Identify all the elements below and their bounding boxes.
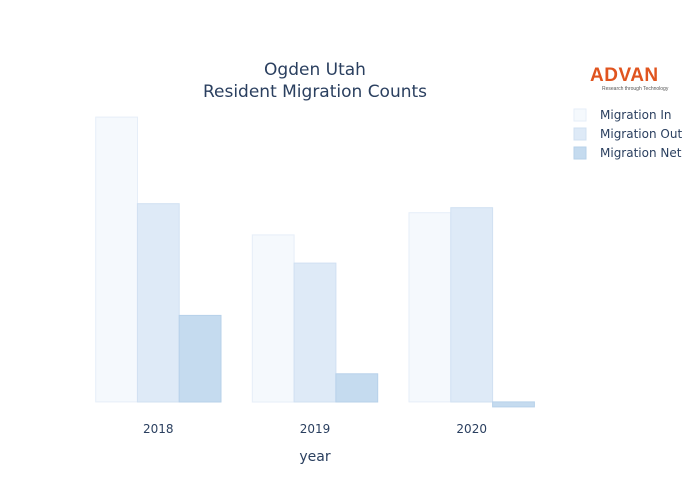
legend-label-migration-out[interactable]: Migration Out	[600, 127, 682, 141]
bar-migration-out-2020	[450, 207, 494, 403]
legend-label-migration-net[interactable]: Migration Net	[600, 146, 682, 160]
x-ticks: 2018 2019 2020	[143, 422, 487, 436]
bar-migration-out-2018	[136, 203, 180, 403]
bar-migration-net-2020	[492, 401, 535, 408]
x-tick-label: 2020	[456, 422, 487, 436]
bar-migration-net-2018	[178, 314, 222, 403]
legend: Migration In Migration Out Migration Net	[573, 108, 682, 160]
bar-migration-out-2019	[293, 262, 337, 403]
x-axis-title: year	[299, 449, 330, 465]
x-tick-label: 2018	[143, 422, 174, 436]
chart-title-line-2: Resident Migration Counts	[203, 82, 427, 102]
legend-swatch-migration-out[interactable]	[573, 127, 587, 141]
bar-migration-net-2019	[335, 373, 379, 403]
chart-title-line-1: Ogden Utah	[264, 60, 366, 80]
advan-logo: ADVAN Research through Technology	[590, 66, 680, 93]
x-tick-label: 2019	[300, 422, 331, 436]
logo-wordmark: ADVAN	[590, 65, 659, 86]
logo-tagline: Research through Technology	[602, 86, 669, 92]
legend-swatch-migration-net[interactable]	[573, 146, 587, 160]
legend-label-migration-in[interactable]: Migration In	[600, 108, 672, 122]
legend-swatch-migration-in[interactable]	[573, 108, 587, 122]
bars-group	[95, 116, 535, 408]
bar-migration-in-2020	[408, 212, 452, 403]
bar-migration-in-2019	[251, 234, 295, 403]
bar-migration-in-2018	[95, 116, 138, 403]
